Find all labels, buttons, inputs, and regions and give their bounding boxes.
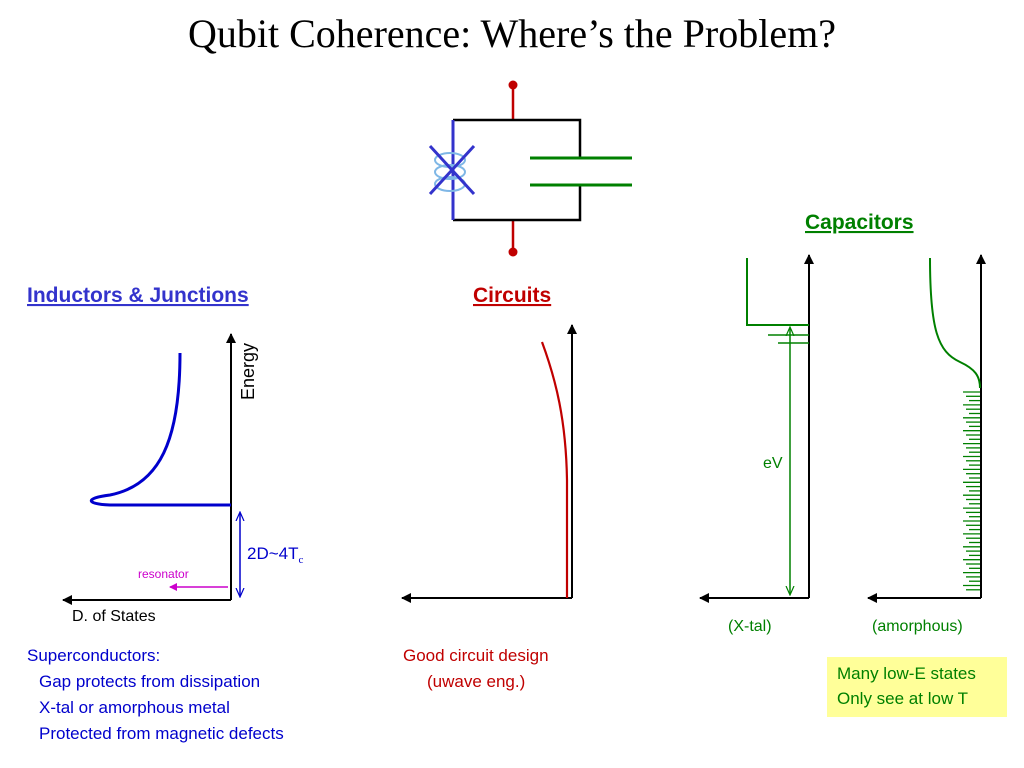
note-line: Many low-E states: [837, 664, 976, 683]
energy-axis-label: Energy: [238, 343, 258, 400]
dos-axis-label: D. of States: [72, 608, 156, 625]
note-line: Protected from magnetic defects: [39, 724, 284, 743]
amorphous-dos-curve: [929, 257, 981, 389]
circuit-loop: [453, 118, 582, 222]
superconductors-note: Superconductors: Gap protects from dissi…: [27, 643, 284, 747]
capacitors-note-box: Many low-E states Only see at low T: [827, 657, 1007, 717]
resonator-label: resonator: [138, 567, 189, 581]
note-line: Good circuit design: [403, 646, 549, 665]
tls-density-lines: [963, 391, 980, 591]
note-line: Gap protects from dissipation: [39, 672, 261, 691]
bcs-dos-curve: [89, 352, 231, 507]
circuits-note: Good circuit design (uwave eng.): [403, 643, 549, 695]
amorphous-capacitor-plot: (amorphous): [867, 254, 986, 635]
gap-label: 2D~4Tc: [247, 544, 304, 566]
heading-capacitors: Capacitors: [805, 211, 914, 234]
ev-label: eV: [763, 455, 783, 472]
superconductor-dos-plot: Energy D. of States 2D~4Tc resonator: [62, 333, 304, 625]
bottom-terminal: [508, 247, 518, 257]
heading-inductors-junctions: Inductors & Junctions: [27, 284, 249, 307]
xtal-label: (X-tal): [728, 618, 772, 635]
page-title: Qubit Coherence: Where’s the Problem?: [188, 11, 836, 56]
top-terminal: [508, 80, 518, 90]
josephson-junction-cross-icon: [428, 144, 476, 196]
amorphous-label: (amorphous): [872, 618, 963, 635]
circuit-dos-plot: [401, 324, 577, 603]
note-line: X-tal or amorphous metal: [39, 698, 230, 717]
note-line: Only see at low T: [837, 689, 969, 708]
note-line: Superconductors:: [27, 646, 161, 665]
heading-circuits: Circuits: [473, 284, 551, 307]
circuit-loss-curve: [540, 341, 569, 598]
note-line: (uwave eng.): [427, 672, 526, 691]
qubit-circuit-symbol: [428, 80, 632, 257]
xtal-capacitor-plot: eV (X-tal): [699, 254, 814, 635]
xtal-dos-curve: [746, 258, 809, 326]
